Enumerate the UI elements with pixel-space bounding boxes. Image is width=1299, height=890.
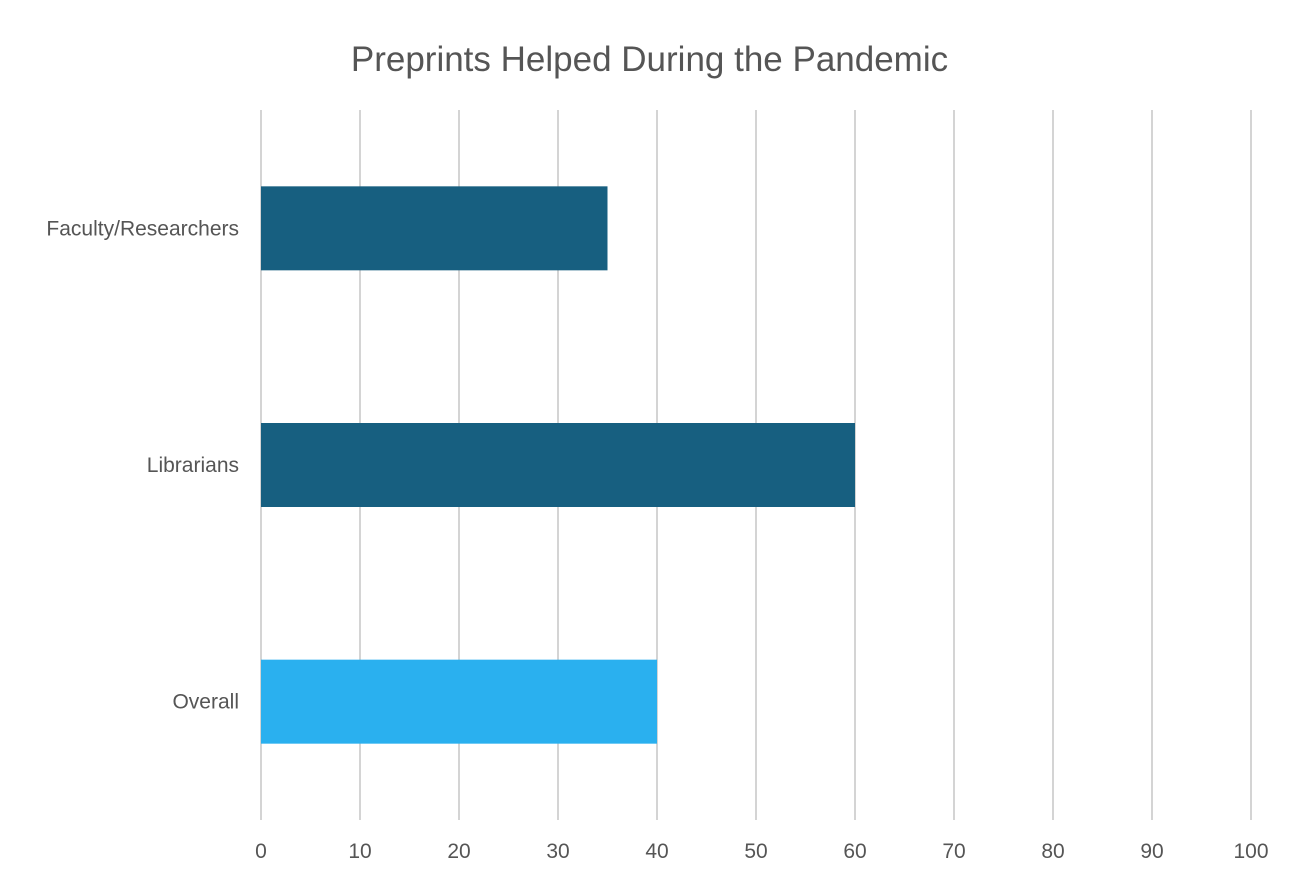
x-tick-label: 30 xyxy=(546,840,569,863)
bar-overall xyxy=(261,659,657,744)
x-tick-label: 0 xyxy=(255,840,267,863)
y-category-label: Overall xyxy=(172,691,239,714)
x-tick-label: 100 xyxy=(1233,840,1268,863)
y-category-label: Faculty/Researchers xyxy=(46,217,239,240)
y-category-label: Librarians xyxy=(147,454,239,477)
bar-librarians xyxy=(261,423,855,507)
x-tick-label: 20 xyxy=(447,840,470,863)
x-tick-label: 10 xyxy=(348,840,371,863)
chart-title: Preprints Helped During the Pandemic xyxy=(350,40,949,79)
x-tick-label: 90 xyxy=(1140,840,1163,863)
x-tick-label: 70 xyxy=(942,840,965,863)
bar-faculty-researchers xyxy=(261,186,608,271)
x-tick-label: 80 xyxy=(1041,840,1064,863)
x-tick-label: 40 xyxy=(645,840,668,863)
x-tick-label: 50 xyxy=(744,840,767,863)
x-tick-label: 60 xyxy=(843,840,866,863)
